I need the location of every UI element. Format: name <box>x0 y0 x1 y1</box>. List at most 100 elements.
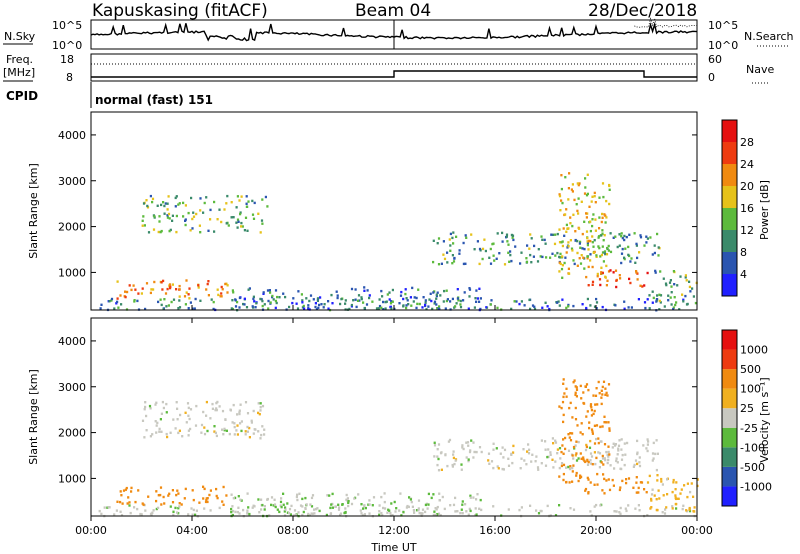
heatmap-cell <box>586 476 589 480</box>
heatmap-cell <box>661 483 664 486</box>
heatmap-cell <box>537 512 541 515</box>
heatmap-cell <box>465 456 468 459</box>
heatmap-cell <box>454 305 457 308</box>
heatmap-cell <box>189 301 192 304</box>
heatmap-cell <box>612 236 615 239</box>
heatmap-cell <box>366 289 369 292</box>
heatmap-cell <box>236 413 239 416</box>
heatmap-cell <box>559 457 562 460</box>
heatmap-cell <box>430 299 433 303</box>
heatmap-cell <box>232 291 235 294</box>
heatmap-cell <box>236 424 239 427</box>
heatmap-cell <box>571 190 574 193</box>
heatmap-cell <box>169 285 172 288</box>
heatmap-cell <box>586 192 589 196</box>
heatmap-cell <box>612 442 615 445</box>
heatmap-cell <box>586 297 589 301</box>
heatmap-cell <box>646 481 650 484</box>
heatmap-cell <box>587 248 590 251</box>
heatmap-cell <box>178 295 181 298</box>
heatmap-cell <box>580 397 583 400</box>
heatmap-cell <box>141 502 144 505</box>
heatmap-cell <box>100 512 103 516</box>
heatmap-cell <box>591 280 595 284</box>
heatmap-cell <box>658 299 661 303</box>
heatmap-cell <box>187 429 190 432</box>
heatmap-cell <box>592 412 595 416</box>
heatmap-cell <box>171 501 175 504</box>
heatmap-cell <box>590 406 593 409</box>
heatmap-cell <box>560 187 563 191</box>
heatmap-cell <box>584 186 587 189</box>
heatmap-cell <box>129 511 132 515</box>
heatmap-cell <box>253 201 256 205</box>
heatmap-cell <box>579 262 583 265</box>
heatmap-cell <box>604 221 607 224</box>
heatmap-cell <box>384 300 387 304</box>
heatmap-cell <box>535 509 538 512</box>
heatmap-cell <box>213 430 216 433</box>
heatmap-cell <box>211 407 214 410</box>
heatmap-cell <box>310 512 313 515</box>
heatmap-cell <box>460 468 463 471</box>
heatmap-cell <box>646 449 649 453</box>
heatmap-cell <box>410 500 413 504</box>
heatmap-cell <box>601 393 604 396</box>
heatmap-cell <box>540 462 543 465</box>
freq-panel: Freq. [MHz] 18 8 60 0 Nave <box>3 53 774 84</box>
heatmap-cell <box>436 307 439 310</box>
heatmap-cell <box>178 284 181 288</box>
station-title: Kapuskasing (fitACF) <box>92 1 268 21</box>
heatmap-cell <box>585 415 588 418</box>
heatmap-cell <box>671 505 674 508</box>
heatmap-cell <box>490 460 494 463</box>
heatmap-cell <box>206 500 209 504</box>
heatmap-cell <box>146 204 149 208</box>
heatmap-cell <box>597 235 601 238</box>
heatmap-cell <box>474 514 477 517</box>
heatmap-cell <box>667 294 670 297</box>
heatmap-cell <box>261 425 264 428</box>
heatmap-cell <box>308 299 311 303</box>
heatmap-cell <box>604 252 607 256</box>
heatmap-cell <box>647 440 650 443</box>
heatmap-cell <box>561 276 564 279</box>
heatmap-cell <box>178 306 182 309</box>
heatmap-cell <box>239 498 242 501</box>
heatmap-cell <box>259 406 262 409</box>
colorbar-frame <box>721 119 738 297</box>
heatmap-cell <box>474 297 477 300</box>
heatmap-cell <box>446 298 449 301</box>
heatmap-cell <box>156 421 159 425</box>
heatmap-cell <box>589 452 593 455</box>
heatmap-cell <box>232 403 235 407</box>
heatmap-cell <box>632 465 635 468</box>
heatmap-cell <box>565 481 568 484</box>
heatmap-cell <box>581 247 584 250</box>
heatmap-cell <box>435 303 438 306</box>
heatmap-cell <box>386 293 389 296</box>
heatmap-cell <box>608 188 611 191</box>
heatmap-cell <box>637 504 640 507</box>
heatmap-cell <box>607 421 610 424</box>
heatmap-cell <box>269 291 272 294</box>
heatmap-cell <box>693 506 696 509</box>
heatmap-cell <box>412 300 415 303</box>
heatmap-cell <box>569 239 572 242</box>
heatmap-cell <box>438 307 441 311</box>
heatmap-cell <box>558 405 561 408</box>
heatmap-cell <box>581 303 584 306</box>
heatmap-cell <box>656 474 659 477</box>
heatmap-cell <box>284 295 287 299</box>
heatmap-cell <box>158 430 161 433</box>
heatmap-cell <box>541 238 544 241</box>
heatmap-cell <box>191 307 194 310</box>
heatmap-cell <box>314 305 317 309</box>
heatmap-cell <box>559 252 562 256</box>
heatmap-cell <box>606 246 609 250</box>
heatmap-cell <box>330 293 333 297</box>
heatmap-cell <box>178 505 181 508</box>
heatmap-cell <box>558 270 561 273</box>
heatmap-cell <box>635 244 638 247</box>
heatmap-cell <box>136 507 139 511</box>
